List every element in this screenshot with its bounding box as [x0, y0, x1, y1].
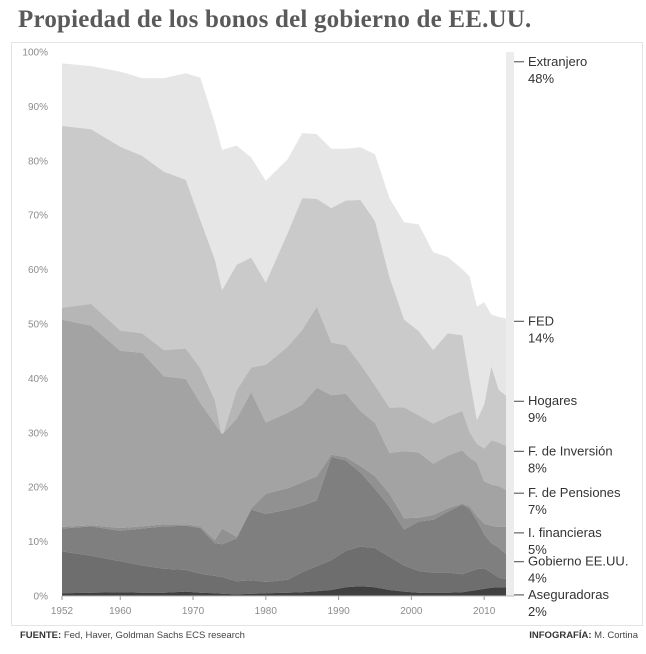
y-axis-tick-labels: 0% 10% 20% 30% 40% 50% 60% 70% 80% 90% 100% — [22, 48, 48, 603]
area-i-financieras — [62, 456, 506, 582]
credit-footer: INFOGRAFÍA: M. Cortina — [529, 630, 638, 641]
legend-series-value: 8% — [528, 460, 547, 475]
credit-text: M. Cortina — [594, 630, 638, 641]
legend-series-value: 5% — [528, 542, 547, 557]
legend-series-name: Aseguradoras — [528, 587, 609, 602]
source-footer: FUENTE: Fed, Haver, Goldman Sachs ECS re… — [20, 630, 245, 641]
x-tick-label: 2010 — [473, 606, 496, 617]
legend-series-name: I. financieras — [528, 525, 602, 540]
y-tick-label: 60% — [28, 265, 48, 276]
area-hogares — [62, 303, 506, 490]
y-tick-label: 20% — [28, 483, 48, 494]
x-tick-label: 1952 — [51, 606, 74, 617]
y-tick-label: 100% — [22, 48, 48, 59]
y-tick-label: 80% — [28, 156, 48, 167]
y-tick-label: 50% — [28, 320, 48, 331]
y-tick-label: 90% — [28, 102, 48, 113]
legend-series-name: FED — [528, 313, 554, 328]
y-tick-label: 30% — [28, 428, 48, 439]
x-tick-label: 1960 — [109, 606, 132, 617]
legend-series-value: 14% — [528, 330, 554, 345]
x-tick-label: 1990 — [327, 606, 350, 617]
chart-title: Propiedad de los bonos del gobierno de E… — [18, 6, 532, 33]
legend-series-value: 7% — [528, 502, 547, 517]
legend-series-name: Gobierno EE.UU. — [528, 554, 628, 569]
chart-frame — [11, 42, 643, 626]
area-f-de-pensiones — [62, 454, 506, 555]
legend-series-name: F. de Pensiones — [528, 485, 621, 500]
right-edge-strip — [506, 52, 514, 596]
area-f-de-inversi-n — [62, 319, 506, 540]
legend-series-value: 9% — [528, 410, 547, 425]
area-extranjero — [62, 63, 506, 421]
credit-label: INFOGRAFÍA: — [529, 630, 592, 641]
x-tick-label: 1980 — [255, 606, 278, 617]
area-aseguradoras — [62, 586, 506, 596]
area-fed — [62, 126, 506, 449]
series-legend: Aseguradoras 2% Gobierno EE.UU. 4% I. financ… — [514, 54, 628, 619]
legend-series-name: Extranjero — [528, 54, 587, 69]
x-tick-label: 1970 — [182, 606, 205, 617]
area-layers — [62, 52, 514, 596]
legend-series-value: 2% — [528, 604, 547, 619]
stacked-area-chart: 0%10%20%30%40%50%60%70%80%90%100% 1952 19… — [22, 48, 628, 619]
x-axis-tick-labels: 1952 1960 1970 1980 1990 2000 2010 — [51, 595, 514, 617]
x-tick-label: 2000 — [400, 606, 423, 617]
source-label: FUENTE: — [20, 630, 62, 641]
legend-series-name: F. de Inversión — [528, 443, 613, 458]
y-tick-label: 70% — [28, 211, 48, 222]
legend-series-value: 48% — [528, 71, 554, 86]
y-tick-label: 40% — [28, 374, 48, 385]
legend-series-name: Hogares — [528, 393, 578, 408]
legend-series-value: 4% — [528, 571, 547, 586]
y-tick-label: 0% — [34, 592, 49, 603]
area-gobierno-ee-uu — [62, 546, 506, 595]
y-tick-label: 10% — [28, 537, 48, 548]
source-text: Fed, Haver, Goldman Sachs ECS research — [63, 630, 245, 641]
